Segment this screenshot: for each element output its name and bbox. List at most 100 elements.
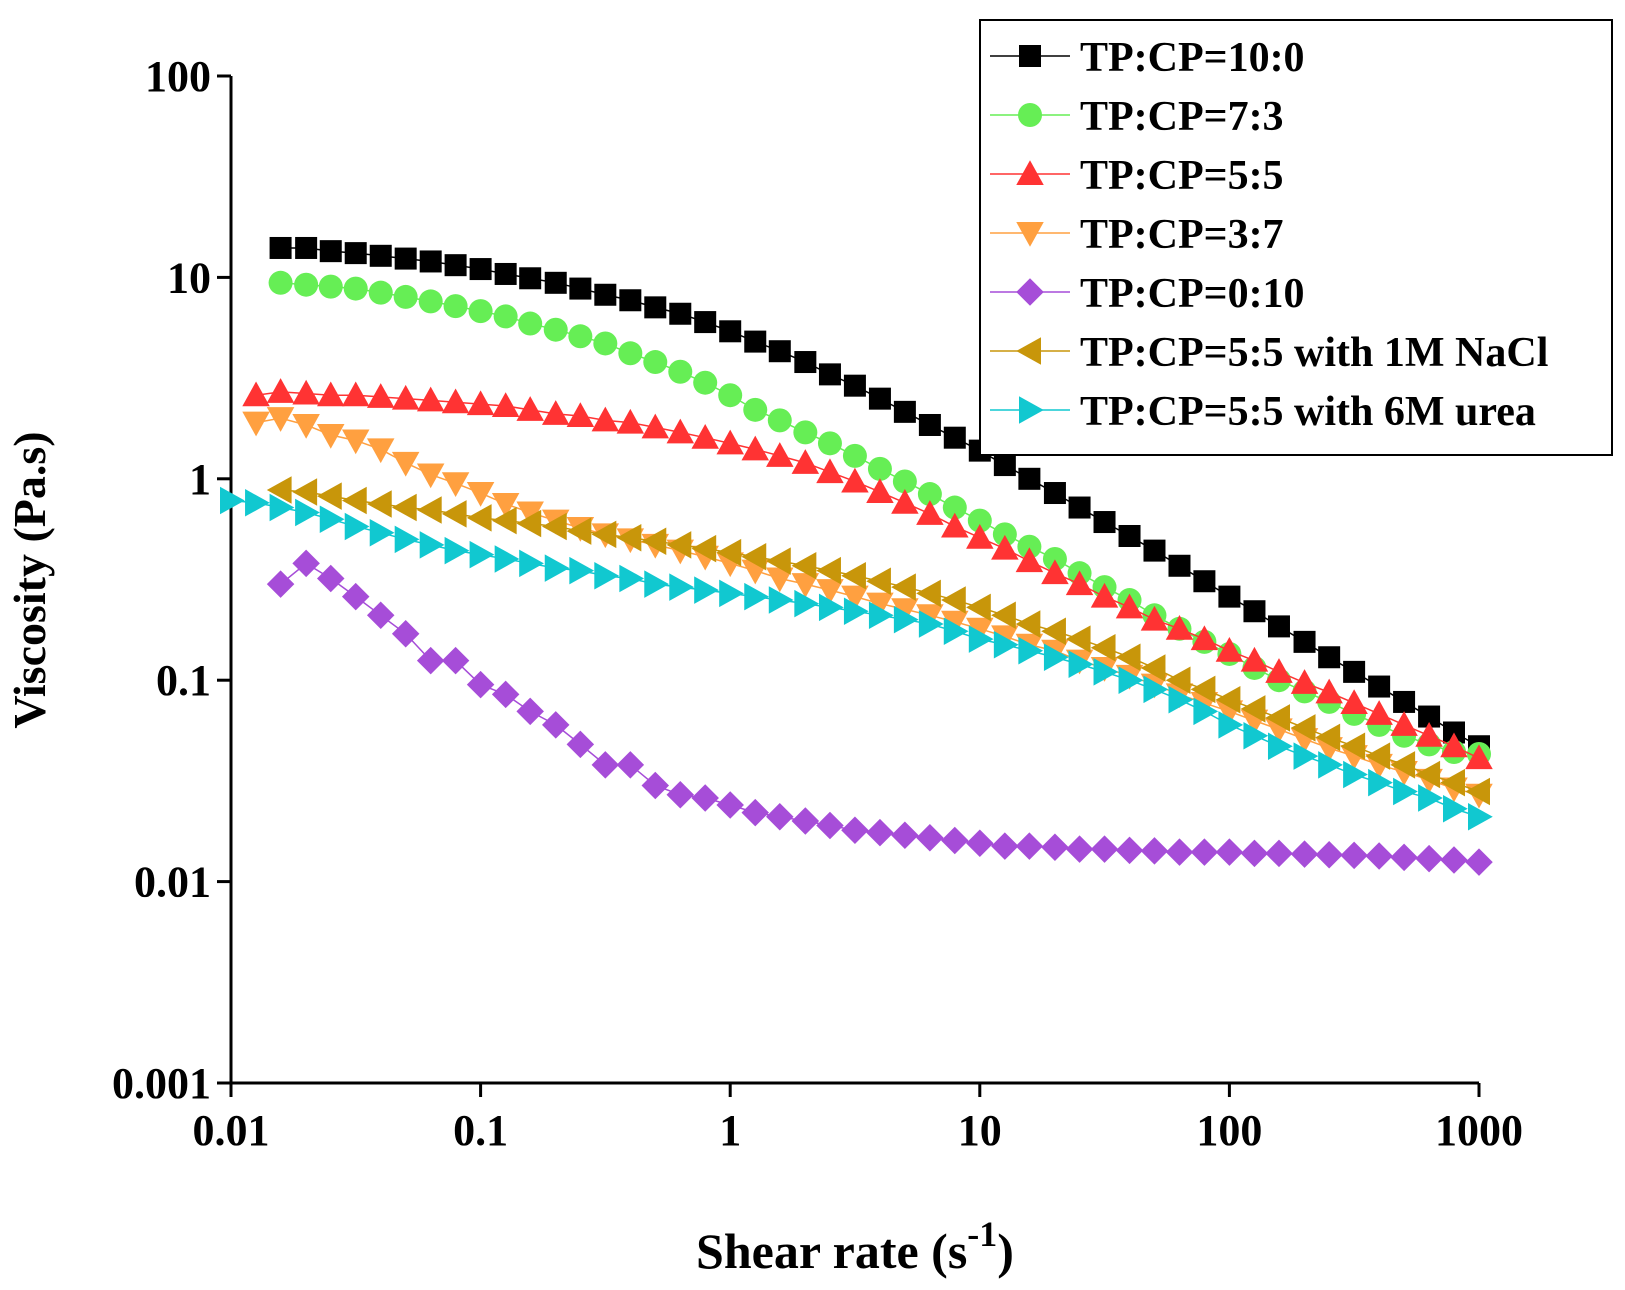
data-point bbox=[1343, 760, 1368, 789]
data-point bbox=[691, 784, 719, 812]
data-point bbox=[893, 400, 916, 423]
data-point bbox=[966, 829, 994, 858]
data-point bbox=[1165, 666, 1191, 694]
data-point bbox=[591, 751, 620, 779]
data-point bbox=[1315, 678, 1343, 704]
data-point bbox=[1415, 844, 1443, 873]
legend-box bbox=[979, 19, 1613, 456]
data-point bbox=[1240, 646, 1269, 672]
data-point bbox=[666, 531, 692, 559]
data-point bbox=[341, 582, 370, 611]
data-point bbox=[766, 802, 794, 831]
data-point bbox=[391, 384, 420, 410]
data-point bbox=[843, 597, 869, 625]
data-point bbox=[744, 582, 770, 611]
data-point bbox=[843, 374, 866, 397]
data-point bbox=[1165, 838, 1194, 866]
y-tick-label: 0.1 bbox=[156, 656, 211, 705]
data-point bbox=[441, 646, 470, 675]
data-point bbox=[394, 247, 417, 270]
data-point bbox=[1418, 705, 1441, 728]
data-point bbox=[866, 567, 891, 595]
data-point bbox=[1193, 697, 1219, 726]
data-point bbox=[1043, 482, 1066, 505]
data-point bbox=[544, 271, 567, 294]
data-point bbox=[868, 601, 894, 630]
data-point bbox=[516, 396, 544, 421]
data-point bbox=[741, 798, 770, 827]
data-point bbox=[917, 482, 942, 507]
x-tick-label: 10 bbox=[958, 1106, 1002, 1155]
data-point bbox=[616, 408, 645, 434]
data-point bbox=[1393, 777, 1418, 806]
data-point bbox=[866, 478, 894, 503]
data-point bbox=[941, 826, 969, 855]
data-point bbox=[469, 540, 495, 569]
data-point bbox=[916, 824, 944, 852]
data-point bbox=[1018, 467, 1041, 490]
data-point bbox=[841, 585, 869, 611]
data-point bbox=[391, 451, 420, 477]
data-point bbox=[616, 523, 642, 552]
data-point bbox=[1318, 646, 1341, 669]
data-point bbox=[1267, 732, 1293, 760]
data-point bbox=[893, 605, 919, 634]
data-point bbox=[1340, 689, 1368, 715]
data-point bbox=[744, 330, 767, 353]
data-point bbox=[416, 463, 445, 489]
data-point bbox=[1042, 546, 1067, 571]
data-point bbox=[1265, 658, 1293, 683]
data-point bbox=[1115, 836, 1144, 865]
data-point bbox=[644, 570, 670, 598]
data-point bbox=[1390, 843, 1418, 872]
data-point bbox=[1190, 675, 1216, 704]
legend-marker bbox=[1016, 337, 1041, 365]
data-point bbox=[418, 289, 443, 314]
data-point bbox=[341, 486, 367, 515]
data-point bbox=[1065, 835, 1094, 863]
data-point bbox=[266, 570, 295, 598]
legend-marker bbox=[1019, 45, 1041, 67]
data-point bbox=[1442, 794, 1468, 823]
data-point bbox=[719, 320, 742, 343]
data-point bbox=[741, 543, 767, 571]
data-point bbox=[991, 534, 1019, 560]
data-point bbox=[669, 573, 695, 601]
data-point bbox=[519, 267, 542, 290]
data-point bbox=[943, 426, 966, 449]
data-point bbox=[393, 284, 418, 309]
data-point bbox=[1440, 768, 1465, 797]
data-point bbox=[1140, 654, 1166, 682]
data-point bbox=[543, 317, 568, 342]
data-point bbox=[1041, 833, 1069, 862]
data-point bbox=[1065, 625, 1091, 653]
data-point bbox=[766, 547, 791, 575]
data-point bbox=[841, 562, 866, 590]
x-axis-label-main: Shear rate (s bbox=[696, 1223, 967, 1279]
data-point bbox=[1090, 835, 1119, 863]
data-point bbox=[266, 476, 292, 504]
data-point bbox=[1365, 742, 1391, 770]
y-tick-label: 10 bbox=[167, 253, 211, 302]
data-point bbox=[716, 538, 742, 567]
data-point bbox=[366, 383, 395, 408]
data-point bbox=[1293, 742, 1319, 770]
y-axis-label: Viscosity (Pa.s) bbox=[4, 431, 55, 728]
data-point bbox=[993, 630, 1019, 659]
legend-marker bbox=[1019, 396, 1044, 424]
data-point bbox=[716, 791, 744, 819]
data-point bbox=[594, 283, 617, 306]
data-point bbox=[1143, 539, 1166, 562]
data-point bbox=[941, 512, 969, 538]
data-point bbox=[1093, 511, 1116, 534]
data-point bbox=[266, 407, 295, 432]
data-point bbox=[768, 586, 794, 614]
data-point bbox=[269, 493, 295, 522]
data-point bbox=[591, 520, 617, 549]
y-tick-label: 0.001 bbox=[112, 1059, 211, 1108]
data-point bbox=[491, 680, 520, 709]
data-point bbox=[992, 522, 1017, 547]
data-point bbox=[242, 381, 270, 407]
data-point bbox=[918, 413, 941, 436]
